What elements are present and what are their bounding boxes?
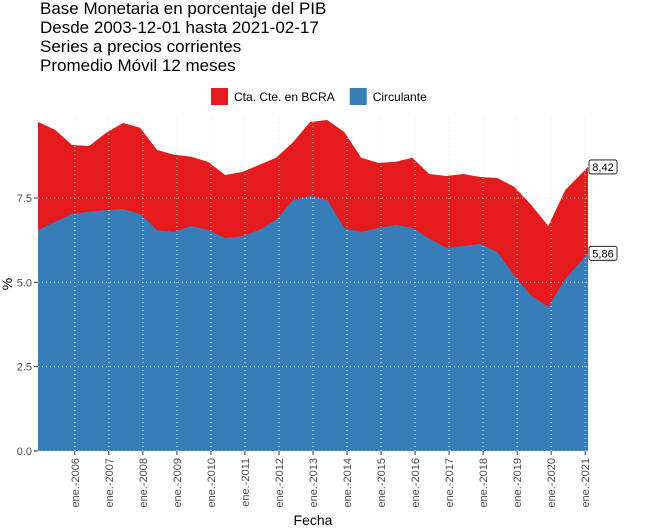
value-label: 8,42 (588, 159, 618, 175)
y-tick-label: 0.0 (17, 446, 32, 458)
x-tick-label: ene.-2021 (580, 458, 592, 508)
value-label-text: 5,86 (592, 248, 613, 260)
legend-label: Cta. Cte. en BCRA (234, 90, 335, 104)
x-tick-label: ene.-2011 (240, 458, 252, 507)
y-tick-label: 7.5 (17, 193, 32, 205)
value-label-text: 8,42 (592, 162, 613, 174)
chart-title-line: Series a precios corrientes (40, 37, 241, 56)
legend-swatch (211, 88, 228, 105)
x-tick-label: ene.-2020 (546, 458, 558, 508)
x-axis-label: Fecha (294, 512, 333, 528)
chart-title-line: Base Monetaria en porcentaje del PIB (40, 0, 326, 18)
x-tick-label: ene.-2018 (478, 458, 490, 508)
value-label-box (588, 159, 618, 175)
chart-title-line: Desde 2003-12-01 hasta 2021-02-17 (40, 18, 319, 37)
y-tick-label: 5.0 (17, 277, 32, 289)
y-axis-label: % (0, 278, 15, 290)
x-tick-label: ene.-2007 (104, 458, 116, 508)
x-tick-label: ene.-2013 (308, 458, 320, 508)
x-tick-label: ene.-2012 (274, 458, 286, 508)
x-tick-label: ene.-2016 (410, 458, 422, 508)
y-tick-label: 2.5 (17, 362, 32, 374)
chart-title-line: Promedio Móvil 12 meses (40, 56, 236, 75)
x-tick-label: ene.-2009 (172, 458, 184, 508)
x-tick-label: ene.-2008 (138, 458, 150, 508)
x-tick-label: ene.-2014 (342, 458, 354, 508)
x-tick-label: ene.-2017 (444, 458, 456, 508)
x-tick-label: ene.-2006 (70, 458, 82, 508)
x-tick-label: ene.-2010 (206, 458, 218, 508)
area (38, 195, 588, 451)
value-label: 5,86 (588, 245, 618, 261)
x-tick-label: ene.-2015 (376, 458, 388, 508)
legend-label: Circulante (373, 90, 427, 104)
value-label-box (588, 245, 618, 261)
legend-swatch (349, 88, 367, 105)
x-tick-label: ene.-2019 (512, 458, 524, 508)
